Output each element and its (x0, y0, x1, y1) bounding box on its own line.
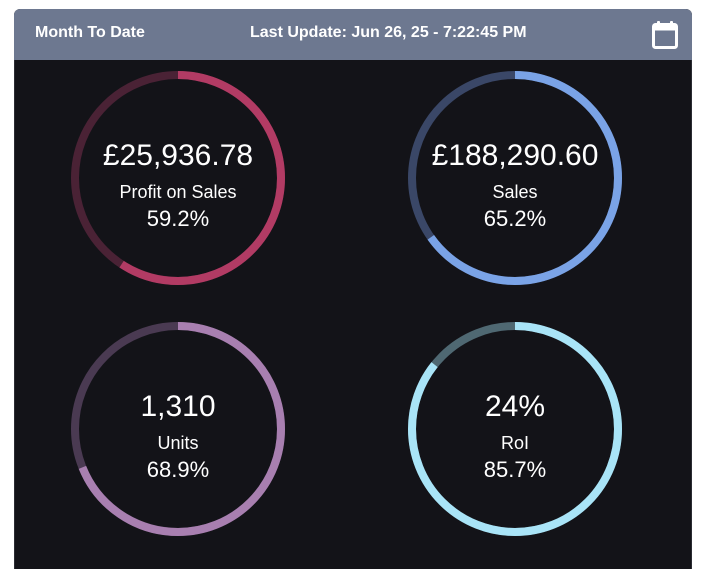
gauge-progress-arc (71, 322, 285, 536)
metric-percent: 65.2% (483, 206, 547, 231)
metric-percent: 59.2% (146, 206, 210, 231)
metric-label: Profit on Sales (119, 182, 237, 202)
panel-title: Month To Date (35, 24, 145, 41)
metric-label: Units (157, 433, 199, 453)
last-update-text: Last Update: Jun 26, 25 - 7:22:45 PM (250, 24, 527, 41)
metric-value: 1,310 (140, 390, 216, 423)
panel-header: Month To Date Last Update: Jun 26, 25 - … (14, 9, 692, 60)
metric-value: 24% (484, 390, 546, 423)
metric-value: £25,936.78 (102, 139, 254, 172)
gauge-roi: 24% RoI 85.7% (406, 320, 624, 538)
gauge-units: 1,310 Units 68.9% (69, 320, 287, 538)
dashboard-panel: Month To Date Last Update: Jun 26, 25 - … (14, 9, 692, 569)
gauge-progress-arc (71, 71, 285, 285)
gauge-progress-arc (408, 71, 622, 285)
metric-percent: 85.7% (483, 457, 547, 482)
right-border (691, 60, 692, 569)
metric-label: RoI (500, 433, 529, 453)
gauge-sales: £188,290.60 Sales 65.2% (406, 69, 624, 287)
metric-percent: 68.9% (146, 457, 210, 482)
metric-label: Sales (492, 182, 538, 202)
gauge-profit-on-sales: £25,936.78 Profit on Sales 59.2% (69, 69, 287, 287)
metric-value: £188,290.60 (431, 139, 599, 172)
left-border (14, 60, 15, 569)
calendar-icon[interactable] (651, 20, 679, 50)
gauge-progress-arc (408, 322, 622, 536)
